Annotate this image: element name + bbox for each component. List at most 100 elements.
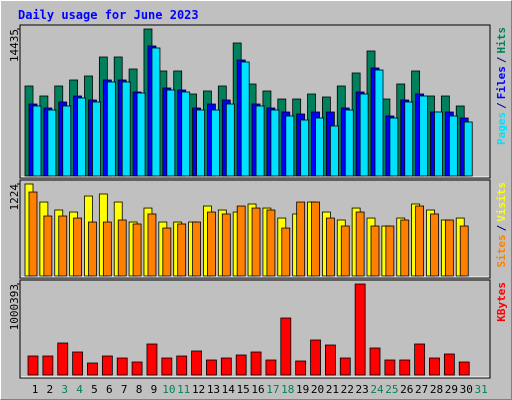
- bar: [220, 357, 232, 376]
- legend: KBytes: [495, 282, 508, 322]
- x-tick-label: 23: [356, 383, 369, 396]
- bar: [181, 91, 191, 177]
- bar: [374, 69, 384, 177]
- bar: [117, 219, 127, 277]
- bar: [32, 105, 42, 177]
- bar: [354, 283, 366, 376]
- bar: [87, 362, 98, 376]
- legend: Pages / Files / Hits: [495, 27, 508, 145]
- x-tick-label: 4: [76, 383, 83, 396]
- bar: [58, 215, 68, 277]
- bar: [177, 223, 187, 277]
- bar: [340, 225, 350, 277]
- bar: [211, 109, 220, 177]
- x-tick-label: 21: [326, 383, 339, 396]
- bar: [250, 351, 262, 376]
- bar: [300, 119, 310, 177]
- legend-entry: Sites: [495, 234, 508, 267]
- x-tick-label: 20: [311, 383, 324, 396]
- bar: [400, 219, 410, 277]
- bar: [285, 115, 295, 177]
- bar: [106, 81, 116, 177]
- bar: [324, 344, 336, 376]
- y-tick-label: 1000393: [8, 284, 21, 330]
- x-tick-label: 11: [177, 383, 190, 396]
- bar: [270, 109, 280, 177]
- bar: [430, 213, 439, 277]
- x-tick-label: 2: [47, 383, 54, 396]
- legend-entry: Files: [495, 66, 508, 99]
- x-tick-label: 6: [106, 383, 113, 396]
- bar: [47, 109, 57, 177]
- bar: [339, 357, 351, 376]
- bar: [27, 355, 39, 376]
- bar: [369, 347, 381, 376]
- x-tick-label: 9: [151, 383, 158, 396]
- x-tick-label: 26: [400, 383, 413, 396]
- bar: [206, 359, 217, 376]
- bar: [404, 101, 414, 177]
- bar: [344, 109, 354, 177]
- bar: [325, 217, 335, 277]
- bar: [459, 225, 469, 277]
- bar: [429, 357, 440, 376]
- legend: Sites / Visits: [495, 182, 508, 268]
- bar: [88, 221, 97, 277]
- x-tick-label: 15: [237, 383, 250, 396]
- bar: [281, 227, 291, 277]
- bar: [116, 357, 128, 376]
- bar: [240, 61, 250, 177]
- bar: [121, 81, 131, 177]
- legend-entry: KBytes: [495, 282, 508, 322]
- bar: [434, 111, 443, 177]
- bar: [310, 339, 321, 376]
- bar: [147, 213, 157, 277]
- bar: [311, 201, 320, 277]
- bar: [419, 95, 429, 177]
- legend-separator: /: [495, 224, 508, 231]
- bar: [192, 221, 201, 277]
- bar: [92, 101, 101, 177]
- bar: [43, 215, 53, 277]
- bar: [132, 223, 142, 277]
- legend-separator: /: [495, 56, 508, 63]
- bar: [329, 125, 339, 177]
- x-tick-label: 12: [192, 383, 205, 396]
- bar: [295, 360, 307, 376]
- bar: [448, 115, 458, 177]
- bar: [166, 89, 176, 177]
- bar: [458, 361, 470, 376]
- bar: [72, 351, 84, 376]
- bar: [280, 317, 292, 376]
- bar: [73, 217, 83, 277]
- x-tick-label: 19: [296, 383, 309, 396]
- bar: [101, 355, 113, 376]
- x-tick-label: 31: [474, 383, 487, 396]
- x-tick-label: 27: [415, 383, 428, 396]
- legend-separator: /: [495, 102, 508, 109]
- x-tick-label: 29: [445, 383, 458, 396]
- legend-entry: Pages: [495, 112, 508, 145]
- x-tick-label: 8: [136, 383, 143, 396]
- x-tick-label: 3: [61, 383, 68, 396]
- bar: [414, 343, 426, 376]
- x-tick-label: 7: [121, 383, 128, 396]
- x-tick-label: 18: [281, 383, 294, 396]
- bar: [196, 109, 205, 177]
- bar: [265, 359, 277, 376]
- bar: [176, 355, 188, 376]
- bar: [28, 191, 38, 277]
- bar: [359, 93, 369, 177]
- x-tick-label: 30: [460, 383, 473, 396]
- x-tick-label: 22: [341, 383, 354, 396]
- x-tick-label: 16: [251, 383, 264, 396]
- legend-entry: Visits: [495, 182, 508, 222]
- bar: [463, 121, 473, 177]
- legend-entry: Hits: [495, 27, 508, 54]
- bar: [236, 205, 246, 277]
- x-tick-label: 28: [430, 383, 443, 396]
- bar: [102, 221, 112, 277]
- bar: [146, 343, 158, 376]
- bar: [355, 211, 365, 277]
- bar: [266, 209, 276, 277]
